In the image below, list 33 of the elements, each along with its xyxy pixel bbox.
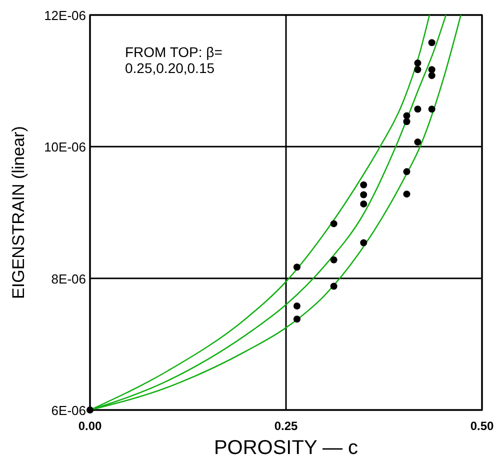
point xyxy=(86,406,94,414)
point xyxy=(403,112,410,120)
y-tick-label: 10E-06 xyxy=(44,140,86,155)
point xyxy=(428,66,436,74)
point xyxy=(293,302,300,310)
point xyxy=(403,168,410,176)
y-tick-label: 12E-06 xyxy=(44,8,86,23)
point xyxy=(414,60,422,67)
point xyxy=(428,39,436,46)
point xyxy=(360,200,368,208)
annotation: FROM TOP: β= 0.25,0.20,0.15 xyxy=(125,44,222,76)
point xyxy=(414,106,422,113)
x-axis-title: POROSITY — c xyxy=(214,437,358,458)
point xyxy=(414,66,422,74)
point xyxy=(360,181,368,188)
point xyxy=(414,138,422,146)
point xyxy=(330,220,338,228)
point xyxy=(428,72,436,80)
x-tick-label: 0.50 xyxy=(470,419,494,433)
y-tick-label: 6E-06 xyxy=(51,403,86,418)
point xyxy=(293,316,300,323)
y-tick-label: 8E-06 xyxy=(51,271,86,286)
point xyxy=(428,106,436,113)
y-axis-title: EIGENSTRAIN (linear) xyxy=(9,126,28,299)
point xyxy=(293,264,300,271)
point xyxy=(360,239,368,246)
point xyxy=(360,191,368,198)
point xyxy=(403,118,410,126)
x-tick-label: 0.00 xyxy=(78,419,102,433)
x-tick-label: 0.25 xyxy=(274,419,298,433)
point xyxy=(330,256,338,264)
point xyxy=(330,282,338,290)
point xyxy=(403,190,410,198)
